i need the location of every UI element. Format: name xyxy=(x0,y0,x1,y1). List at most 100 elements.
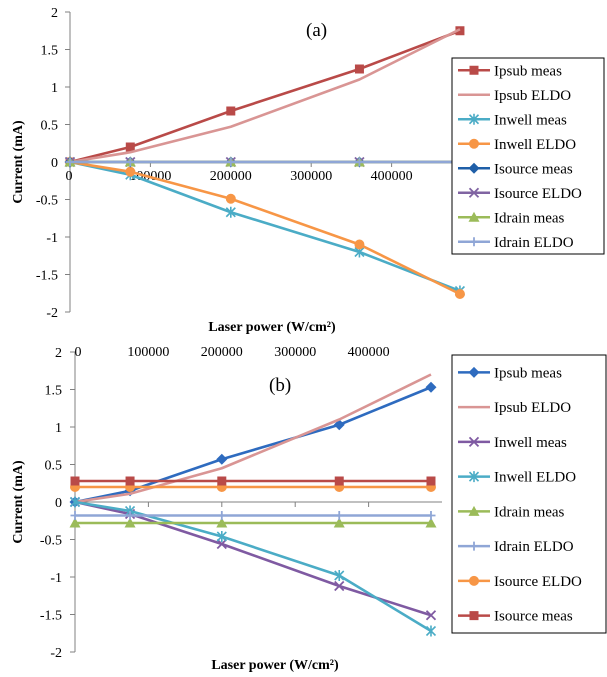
series-inwell-eldo xyxy=(69,496,437,637)
panel-a-xlabel: Laser power (W/cm²) xyxy=(208,320,336,335)
data-point xyxy=(125,157,135,167)
data-point xyxy=(216,531,227,542)
series-line xyxy=(74,373,432,504)
y-tick-label: 1 xyxy=(55,421,62,436)
legend-marker xyxy=(468,113,480,125)
legend-entry: Inwell meas xyxy=(458,112,567,128)
data-point xyxy=(69,496,81,508)
legend-label: Ipsub ELDO xyxy=(494,88,571,104)
panel-a-ylabel: Current (mA) xyxy=(11,120,26,204)
legend-marker xyxy=(469,237,479,247)
data-point xyxy=(70,511,80,520)
x-tick-label: 400000 xyxy=(348,345,390,360)
data-point xyxy=(225,206,236,218)
legend-label: Idrain meas xyxy=(494,504,565,520)
legend-label: Inwell meas xyxy=(494,112,567,128)
legend-marker xyxy=(469,138,479,149)
series-idrain-eldo xyxy=(65,157,465,167)
data-point xyxy=(70,476,80,486)
legend-entry: Isource meas xyxy=(458,161,573,177)
data-point xyxy=(425,625,437,637)
legend-marker xyxy=(468,366,480,378)
series-line xyxy=(69,29,461,164)
legend-entry: Ipsub ELDO xyxy=(458,88,571,104)
panel-a-plot: 21.510.50-0.5-1-1.5-20 100000 200000 300000… xyxy=(36,6,472,321)
legend-marker xyxy=(468,505,480,516)
legend-label: Inwell ELDO xyxy=(494,137,576,153)
data-point xyxy=(216,517,228,528)
y-tick-label: 2 xyxy=(51,6,58,21)
y-tick-label: 1.5 xyxy=(41,44,59,59)
data-point xyxy=(124,517,136,528)
legend-marker xyxy=(469,541,479,551)
series-ipsub-eldo xyxy=(69,28,461,164)
data-point xyxy=(217,476,227,486)
legend-label: Ipsub meas xyxy=(494,365,562,381)
data-point xyxy=(334,570,345,581)
legend-entry: Idrain ELDO xyxy=(458,539,574,555)
y-tick-label: 0.5 xyxy=(45,459,63,474)
data-point xyxy=(455,26,465,36)
data-point xyxy=(125,166,136,177)
legend-marker xyxy=(469,575,479,586)
legend-marker xyxy=(468,436,480,448)
legend-label: Inwell ELDO xyxy=(494,470,576,486)
data-point xyxy=(65,157,75,167)
y-tick-label: 0 xyxy=(51,156,58,171)
x-tick-label: 300000 xyxy=(290,169,332,184)
legend-label: Idrain ELDO xyxy=(494,539,574,555)
data-point xyxy=(125,142,135,152)
legend-label: Isource ELDO xyxy=(494,574,582,590)
legend-entry: Inwell meas xyxy=(458,435,567,451)
legend-entry: Ipsub meas xyxy=(458,365,562,381)
data-point xyxy=(426,476,436,486)
series-isource-meas xyxy=(70,476,436,486)
y-tick-label: -2 xyxy=(50,646,62,661)
data-point xyxy=(125,476,135,486)
x-tick-label: 400000 xyxy=(371,169,413,184)
y-tick-label: -1 xyxy=(46,231,58,246)
data-point xyxy=(425,517,437,528)
data-point xyxy=(216,453,228,465)
data-point xyxy=(425,381,437,393)
legend-entry: Ipsub meas xyxy=(458,63,562,79)
y-tick-label: 2 xyxy=(55,346,62,361)
legend-label: Isource meas xyxy=(494,161,573,177)
series-line xyxy=(69,28,461,164)
legend-entry: Inwell ELDO xyxy=(458,470,576,486)
y-tick-label: 0.5 xyxy=(41,119,59,134)
data-point xyxy=(217,511,227,520)
legend-entry: Inwell ELDO xyxy=(458,137,576,153)
legend-box xyxy=(451,354,607,634)
panel-a-legend: Ipsub meas Ipsub ELDO Inwell meas Inwell EL… xyxy=(451,57,605,255)
legend-label: Idrain ELDO xyxy=(494,235,574,251)
y-tick-label: -1 xyxy=(50,571,62,586)
legend-marker xyxy=(468,471,480,483)
legend-label: Idrain meas xyxy=(494,210,565,226)
y-tick-label: -0.5 xyxy=(36,194,58,209)
legend-marker xyxy=(468,162,480,174)
data-point xyxy=(226,106,236,116)
series-ipsub-meas xyxy=(69,381,437,508)
x-tick-label: 200000 xyxy=(210,169,252,184)
legend-entry: Isource meas xyxy=(458,609,573,625)
panel-a-label: (a) xyxy=(306,20,327,41)
legend-label: Ipsub ELDO xyxy=(494,400,571,416)
legend-label: Isource meas xyxy=(494,609,573,625)
x-tick-label: 300000 xyxy=(274,345,316,360)
legend-entry: Idrain meas xyxy=(458,210,565,226)
legend-entry: Isource ELDO xyxy=(458,574,582,590)
data-point xyxy=(69,517,81,528)
panel-b-xlabel: Laser power (W/cm²) xyxy=(211,658,339,673)
data-point xyxy=(334,580,345,592)
legend-label: Ipsub meas xyxy=(494,63,562,79)
data-point xyxy=(454,289,465,299)
y-tick-label: -1.5 xyxy=(40,609,62,624)
y-tick-label: -1.5 xyxy=(36,269,58,284)
legend-label: Isource ELDO xyxy=(494,186,582,202)
series-idrain-meas xyxy=(69,517,437,528)
data-point xyxy=(333,517,345,528)
data-point xyxy=(354,64,364,74)
series-idrain-eldo xyxy=(70,511,436,520)
